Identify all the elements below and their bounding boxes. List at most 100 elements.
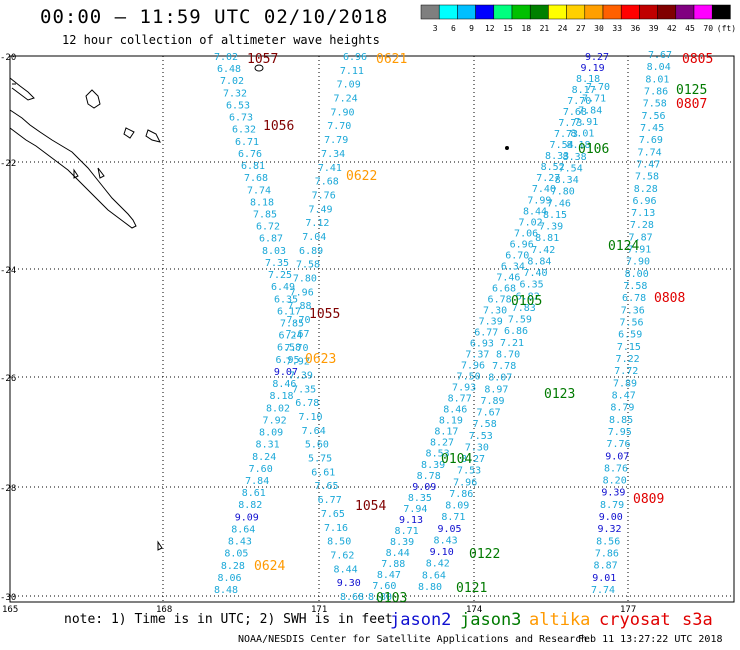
- swh-value: 6.95: [275, 355, 299, 366]
- swh-value: 7.04: [302, 232, 326, 243]
- swh-value: 7.79: [324, 135, 348, 146]
- swh-value: 7.09: [337, 80, 361, 91]
- swh-value: 7.49: [308, 204, 332, 215]
- swh-value: 9.19: [581, 63, 605, 74]
- colorbar-label: 30: [594, 24, 604, 33]
- swh-value: 8.44: [523, 206, 547, 217]
- swh-value: 8.17: [572, 85, 596, 96]
- swh-value: 9.01: [592, 573, 616, 584]
- time-label: 1057: [247, 52, 278, 67]
- swh-value: 8.24: [252, 452, 276, 463]
- legend-cryosat: cryosat: [599, 610, 671, 630]
- swh-value: 8.68: [340, 592, 364, 603]
- lat-label: -30: [0, 593, 16, 603]
- swh-value: 7.02: [519, 217, 543, 228]
- swh-value: 8.18: [250, 197, 274, 208]
- swh-value: 9.27: [585, 52, 609, 63]
- swh-value: 7.12: [305, 218, 329, 229]
- time-label: 0124: [608, 239, 639, 254]
- time-label: 0125: [676, 83, 707, 98]
- swh-value: 7.89: [480, 396, 504, 407]
- swh-value: 8.50: [327, 537, 351, 548]
- swh-value: 6.82: [516, 291, 540, 302]
- swh-value: 7.34: [321, 149, 345, 160]
- swh-value: 9.32: [597, 524, 621, 535]
- swh-value: 9.09: [412, 482, 436, 493]
- swh-value: 9.09: [235, 512, 259, 523]
- time-label: 0104: [441, 452, 472, 467]
- swh-value: 8.01: [570, 129, 594, 140]
- swh-value: 6.89: [299, 246, 323, 257]
- swh-value: 8.43: [434, 536, 458, 547]
- swh-value: 8.35: [408, 493, 432, 504]
- swh-value: 8.56: [596, 536, 620, 547]
- swh-value: 9.39: [601, 488, 625, 499]
- colorbar-swatch: [548, 4, 567, 20]
- footer-timestamp: Feb 11 13:27:22 UTC 2018: [578, 634, 723, 645]
- swh-value: 8.81: [535, 233, 559, 244]
- colorbar-label: 70: [703, 24, 713, 33]
- swh-value: 7.35: [265, 258, 289, 269]
- swh-value: 6.17: [277, 306, 301, 317]
- swh-value: 7.16: [324, 523, 348, 534]
- swh-value: 8.84: [527, 256, 551, 267]
- lon-label: 177: [620, 605, 636, 615]
- swh-value: 7.70: [586, 82, 610, 93]
- time-label: 0807: [676, 97, 707, 112]
- lat-label: -20: [0, 53, 16, 63]
- swh-value: 7.10: [298, 412, 322, 423]
- swh-value: 7.24: [334, 94, 358, 105]
- swh-value: 8.79: [600, 500, 624, 511]
- swh-value: 7.11: [340, 66, 364, 77]
- swh-value: 7.58: [296, 260, 320, 271]
- swh-value: 7.70: [327, 121, 351, 132]
- swh-value: 7.96: [453, 477, 477, 488]
- colorbar-label: (ft): [717, 24, 736, 33]
- coastline: [9, 64, 264, 551]
- swh-value: 6.87: [259, 234, 283, 245]
- swh-value: 7.92: [263, 415, 287, 426]
- swh-value: 6.68: [492, 283, 516, 294]
- map-subtitle: 12 hour collection of altimeter wave hei…: [62, 33, 380, 47]
- swh-value: 7.68: [244, 173, 268, 184]
- swh-value: 7.27: [536, 173, 560, 184]
- swh-value: 6.35: [274, 294, 298, 305]
- swh-value: 7.86: [644, 87, 668, 98]
- colorbar: 3 6 9 12 15 18 21 24 27 30 33 36 39 42 45 70 (ft): [420, 4, 736, 33]
- lat-label: -22: [0, 159, 16, 169]
- time-label: 0122: [469, 547, 500, 562]
- swh-value: 7.76: [606, 439, 630, 450]
- swh-value: 7.89: [613, 378, 637, 389]
- swh-value: 7.67: [285, 329, 309, 340]
- swh-value: 6.96: [343, 52, 367, 63]
- swh-value: 6.96: [632, 196, 656, 207]
- legend-jason2: jason2: [390, 610, 452, 630]
- swh-value: 9.05: [437, 524, 461, 535]
- time-label: 0621: [376, 52, 407, 67]
- swh-value: 8.06: [217, 573, 241, 584]
- swh-value: 8.80: [418, 582, 442, 593]
- swh-value: 5.60: [305, 440, 329, 451]
- swh-value: 7.87: [629, 232, 653, 243]
- swh-value: 7.96: [290, 287, 314, 298]
- time-label: 0106: [578, 142, 609, 157]
- swh-value: 7.06: [514, 228, 538, 239]
- time-label: 1054: [355, 499, 386, 514]
- swh-value: 6.53: [226, 101, 250, 112]
- time-label: 0103: [376, 591, 407, 606]
- lon-label: 171: [311, 605, 327, 615]
- swh-value: 8.34: [555, 175, 579, 186]
- swh-value: 6.78: [622, 293, 646, 304]
- legend-altika: altika: [529, 610, 591, 630]
- swh-value: 7.72: [614, 366, 638, 377]
- swh-value: 8.97: [484, 384, 508, 395]
- swh-value: 8.87: [594, 561, 618, 572]
- swh-value: 6.34: [501, 261, 525, 272]
- swh-value: 8.27: [430, 438, 454, 449]
- lat-label: -24: [0, 266, 16, 276]
- swh-value: 7.46: [547, 198, 571, 209]
- swh-value: 7.60: [372, 581, 396, 592]
- swh-value: 8.46: [272, 379, 296, 390]
- plot-frame: [9, 55, 735, 603]
- swh-value: 7.71: [582, 94, 606, 105]
